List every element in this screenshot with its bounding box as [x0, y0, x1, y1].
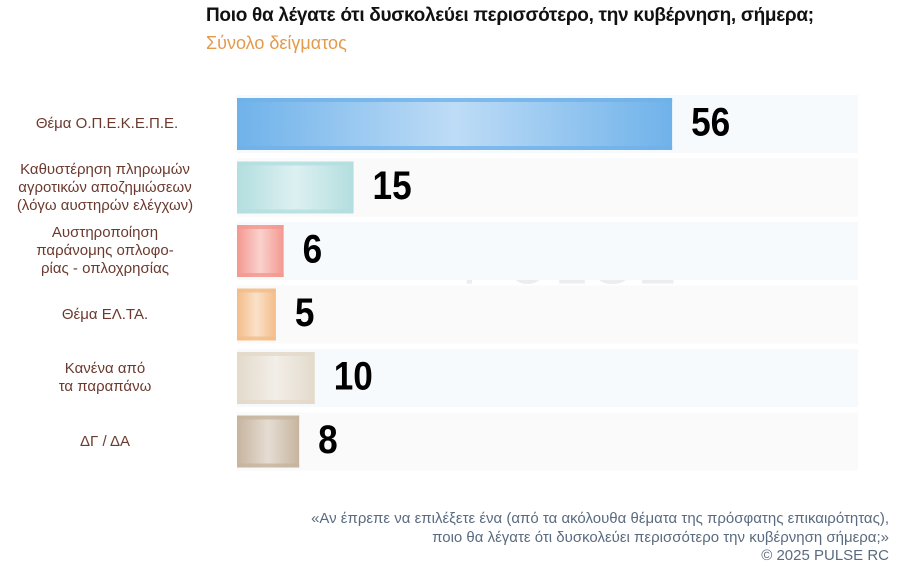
bar-edge: [237, 336, 276, 341]
chart-subtitle: Σύνολο δείγματος: [206, 33, 347, 53]
bar: [237, 161, 354, 214]
bar: [237, 288, 276, 341]
category-label: Θέμα ΕΛ.ΤΑ.: [61, 305, 149, 323]
value-label: 5: [295, 290, 315, 335]
category-label: Κανένα από τα παραπάνω: [58, 360, 152, 395]
value-label: 8: [318, 417, 338, 462]
bar-edge: [237, 400, 315, 404]
bar-edge: [237, 273, 284, 277]
row-background: [237, 412, 858, 471]
category-label: ΔΓ / ΔΑ: [80, 432, 130, 450]
bar: [237, 352, 315, 404]
bar: [237, 415, 300, 468]
row-background: [237, 222, 858, 280]
bar-edge: [237, 146, 673, 150]
category-label: Αυστηροποίηση παράνομης οπλοφο- ρίας - ο…: [36, 224, 174, 277]
bar-edge: [237, 352, 315, 356]
bar-edge: [237, 209, 354, 214]
row-background: [237, 285, 858, 344]
bar: [237, 225, 284, 277]
bar-edge: [237, 225, 284, 229]
bar-edge: [237, 463, 300, 468]
value-label: 56: [691, 99, 730, 144]
category-label: Καθυστέρηση πληρωμών αγροτικών αποζημιώσ…: [16, 160, 194, 214]
bar-edge: [237, 98, 673, 102]
copyright: © 2025 PULSE RC: [761, 547, 889, 564]
value-label: 6: [303, 226, 323, 271]
chart-title: Ποιο θα λέγατε ότι δυσκολεύει περισσότερ…: [206, 5, 814, 26]
row-background: [237, 349, 858, 407]
footnote: «Αν έπρεπε να επιλέξετε ένα (από τα ακόλ…: [311, 510, 889, 546]
value-label: 10: [334, 353, 373, 398]
category-label: Θέμα Ο.Π.Ε.Κ.Ε.Π.Ε.: [35, 115, 179, 132]
bar-edge: [237, 161, 354, 166]
bar: [237, 98, 673, 150]
bar-edge: [237, 288, 276, 293]
value-label: 15: [373, 163, 412, 208]
bar-edge: [237, 415, 300, 420]
